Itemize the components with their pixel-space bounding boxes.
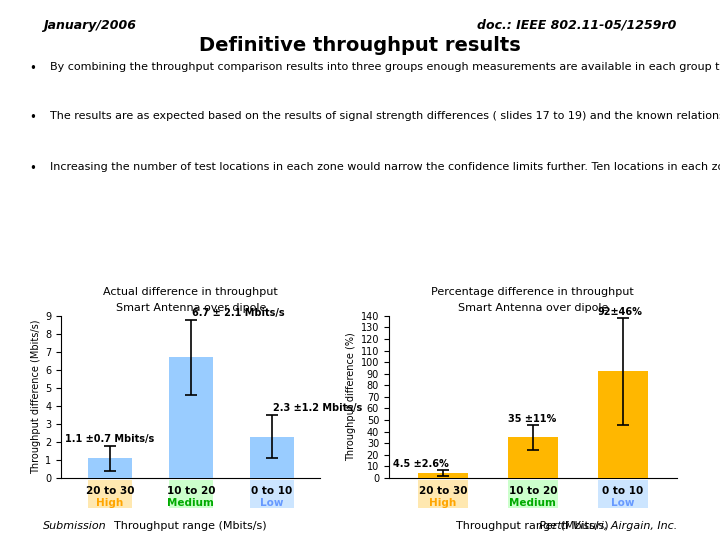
Text: 92±46%: 92±46% [598,307,642,317]
Text: 1.1 ±0.7 Mbits/s: 1.1 ±0.7 Mbits/s [66,434,155,444]
Text: 20 to 30: 20 to 30 [86,486,134,496]
Text: doc.: IEEE 802.11-05/1259r0: doc.: IEEE 802.11-05/1259r0 [477,19,677,32]
Text: Medium: Medium [509,498,557,508]
Text: Pertti Visuri, Airgain, Inc.: Pertti Visuri, Airgain, Inc. [539,521,677,531]
Text: 10 to 20: 10 to 20 [166,486,215,496]
Text: •: • [29,62,36,75]
Text: Throughput range (Mbits/s): Throughput range (Mbits/s) [114,521,267,531]
Text: January/2006: January/2006 [43,19,136,32]
Y-axis label: Throughput difference (Mbits/s): Throughput difference (Mbits/s) [31,320,41,474]
Text: Percentage difference in throughput: Percentage difference in throughput [431,287,634,297]
Bar [508,437,557,478]
Text: •: • [29,162,36,175]
Text: Medium: Medium [167,498,215,508]
Text: •: • [29,111,36,124]
Text: Actual difference in throughput: Actual difference in throughput [104,287,278,297]
Text: Submission: Submission [43,521,107,531]
Text: 20 to 30: 20 to 30 [418,486,467,496]
Text: Smart Antenna over dipole: Smart Antenna over dipole [116,303,266,313]
Bar [598,372,647,478]
Y-axis label: Throughput difference (%): Throughput difference (%) [346,333,356,461]
Text: 35 ±11%: 35 ±11% [508,414,556,423]
Text: By combining the throughput comparison results into three groups enough measurem: By combining the throughput comparison r… [50,62,720,72]
Text: 4.5 ±2.6%: 4.5 ±2.6% [393,458,449,469]
Text: 2.3 ±1.2 Mbits/s: 2.3 ±1.2 Mbits/s [274,403,363,414]
Bar [250,436,294,478]
Text: Increasing the number of test locations in each zone would narrow the confidence: Increasing the number of test locations … [50,162,720,172]
Text: The results are as expected based on the results of signal strength differences : The results are as expected based on the… [50,111,720,121]
Text: Throughput range (Mbits/s): Throughput range (Mbits/s) [456,521,609,531]
Text: Smart Antenna over dipole: Smart Antenna over dipole [458,303,608,313]
Bar [168,357,213,478]
Text: Low: Low [260,498,284,508]
Bar [418,472,467,478]
Text: High: High [429,498,456,508]
Text: 0 to 10: 0 to 10 [251,486,292,496]
Text: 6.7 ± 2.1 Mbits/s: 6.7 ± 2.1 Mbits/s [192,308,285,318]
Bar [88,458,132,478]
Text: 0 to 10: 0 to 10 [602,486,644,496]
Text: 10 to 20: 10 to 20 [508,486,557,496]
Text: Definitive throughput results: Definitive throughput results [199,36,521,55]
Text: High: High [96,498,123,508]
Text: Low: Low [611,498,634,508]
